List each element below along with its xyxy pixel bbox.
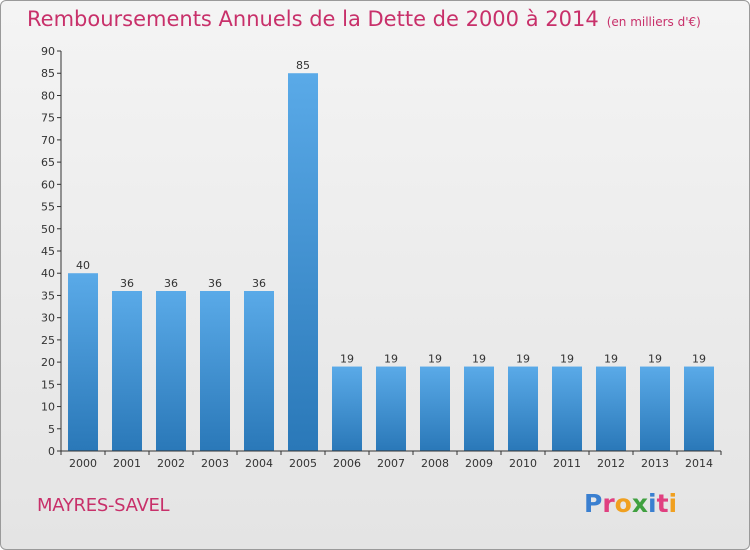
- bar: [288, 73, 318, 451]
- x-tick-label: 2001: [113, 457, 141, 470]
- y-tick-label: 10: [41, 401, 55, 414]
- y-tick-label: 0: [48, 445, 55, 458]
- y-tick-label: 80: [41, 89, 55, 102]
- bar: [596, 366, 626, 451]
- y-tick-label: 25: [41, 334, 55, 347]
- y-tick-label: 65: [41, 156, 55, 169]
- x-tick-label: 2012: [597, 457, 625, 470]
- commune-name: MAYRES-SAVEL: [37, 495, 170, 516]
- chart-title-text: Remboursements Annuels de la Dette de 20…: [27, 7, 599, 31]
- x-tick-label: 2010: [509, 457, 537, 470]
- x-tick-label: 2005: [289, 457, 317, 470]
- y-tick-label: 85: [41, 67, 55, 80]
- x-tick-label: 2014: [685, 457, 713, 470]
- y-tick-label: 15: [41, 378, 55, 391]
- x-tick-label: 2004: [245, 457, 273, 470]
- x-tick-label: 2009: [465, 457, 493, 470]
- logo-letter: r: [602, 489, 615, 518]
- y-tick-label: 45: [41, 245, 55, 258]
- bars: 40 36 36 36 36 85 19 19 19 19 19 19 19 19 19: [68, 59, 714, 451]
- bar-value-label: 19: [560, 353, 574, 366]
- y-tick-label: 30: [41, 312, 55, 325]
- bar-value-label: 85: [296, 59, 310, 72]
- x-tick-label: 2008: [421, 457, 449, 470]
- x-tick-label: 2007: [377, 457, 405, 470]
- logo-letter: t: [656, 489, 669, 518]
- logo-letter: i: [648, 489, 657, 518]
- x-tick-label: 2006: [333, 457, 361, 470]
- bar-value-label: 36: [120, 277, 134, 290]
- bar-value-label: 40: [76, 259, 90, 272]
- y-tick-label: 35: [41, 289, 55, 302]
- x-tick-label: 2000: [69, 457, 97, 470]
- x-tick-label: 2003: [201, 457, 229, 470]
- bar: [332, 366, 362, 451]
- y-axis: 0 5 10 15 20 25 30 35 40 45 50 55 60 65 70 75 80 85 90: [41, 45, 62, 458]
- logo-letter: i: [668, 489, 678, 518]
- x-tick-label: 2002: [157, 457, 185, 470]
- bar: [464, 366, 494, 451]
- chart-title: Remboursements Annuels de la Dette de 20…: [27, 7, 701, 31]
- logo-letter: P: [584, 489, 603, 518]
- bar: [552, 366, 582, 451]
- bar-value-label: 19: [516, 353, 530, 366]
- bar-value-label: 36: [164, 277, 178, 290]
- bar-value-label: 36: [252, 277, 266, 290]
- bar-value-label: 19: [692, 353, 706, 366]
- logo-letter: x: [631, 489, 648, 518]
- bar: [420, 366, 450, 451]
- y-tick-label: 40: [41, 267, 55, 280]
- bar: [376, 366, 406, 451]
- x-tick-label: 2011: [553, 457, 581, 470]
- bar: [508, 366, 538, 451]
- bar: [640, 366, 670, 451]
- bar: [684, 366, 714, 451]
- chart-unit-note: (en milliers d'€): [606, 15, 701, 29]
- y-tick-label: 20: [41, 356, 55, 369]
- x-tick-label: 2013: [641, 457, 669, 470]
- x-axis: 2000 2001 2002 2003 2004 2005 2006 2007 2008 2009…: [60, 450, 722, 470]
- y-tick-label: 90: [41, 45, 55, 58]
- proxiti-logo[interactable]: Proxiti: [584, 489, 677, 518]
- y-tick-label: 55: [41, 201, 55, 214]
- bar: [200, 291, 230, 451]
- bar-value-label: 19: [472, 353, 486, 366]
- bar: [244, 291, 274, 451]
- bar: [68, 273, 98, 451]
- y-tick-label: 60: [41, 178, 55, 191]
- bar-value-label: 19: [648, 353, 662, 366]
- bar: [112, 291, 142, 451]
- bar: [156, 291, 186, 451]
- y-tick-label: 50: [41, 223, 55, 236]
- bar-value-label: 36: [208, 277, 222, 290]
- bar-value-label: 19: [604, 353, 618, 366]
- bar-value-label: 19: [384, 353, 398, 366]
- bar-value-label: 19: [428, 353, 442, 366]
- y-tick-label: 75: [41, 112, 55, 125]
- logo-letter: o: [614, 489, 632, 518]
- y-tick-label: 5: [48, 423, 55, 436]
- bar-value-label: 19: [340, 353, 354, 366]
- y-tick-label: 70: [41, 134, 55, 147]
